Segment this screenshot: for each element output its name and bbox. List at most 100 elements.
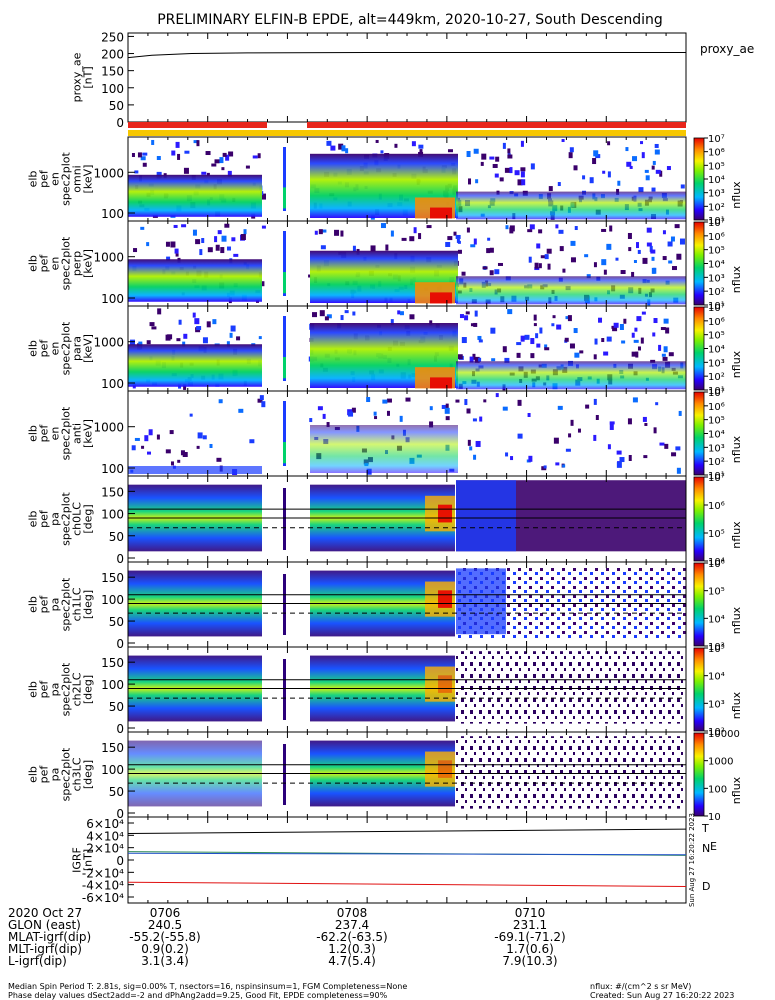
y-tick-label: 150 — [101, 571, 124, 585]
data-pixel — [214, 236, 218, 243]
data-gap — [266, 221, 281, 306]
data-pixel — [445, 403, 449, 410]
row-value: -69.1(-71.2) — [494, 930, 566, 944]
data-pixel — [640, 337, 644, 344]
data-pixel — [193, 140, 199, 144]
data-pixel — [645, 175, 650, 181]
flux-hotspot — [425, 751, 455, 787]
colorbar — [693, 306, 705, 391]
data-pixel — [146, 242, 150, 247]
data-pixel — [602, 170, 606, 174]
y-axis-label: para — [71, 336, 84, 361]
colorbar-label: nflux — [730, 435, 743, 463]
data-pixel — [472, 353, 476, 360]
time-label: 0710 — [514, 906, 546, 920]
y-axis-label: perp — [71, 251, 84, 276]
row-value: 0.9(0.2) — [141, 942, 189, 956]
mlat-row: MLAT-igrf(dip) -55.2(-55.8) -62.2(-63.5)… — [0, 930, 775, 944]
y-axis-label: spec2plot — [60, 321, 73, 375]
data-pixel — [326, 140, 332, 146]
data-pixel — [221, 235, 227, 242]
data-pixel — [625, 147, 629, 152]
data-pixel — [479, 416, 483, 422]
data-pixel — [637, 346, 641, 351]
data-pixel — [475, 440, 481, 447]
row-value: 4.7(5.4) — [328, 954, 376, 968]
row-label: MLT-igrf(dip) — [8, 942, 82, 956]
data-pixel — [429, 421, 434, 428]
data-pixel — [528, 455, 533, 462]
y-tick-label: 1000 — [93, 166, 124, 180]
data-pixel — [319, 310, 325, 317]
data-pixel — [466, 151, 471, 158]
data-pixel — [477, 335, 482, 340]
data-pixel — [653, 427, 657, 434]
colorbar-tick-label: 10³ — [708, 189, 725, 200]
data-pixel — [351, 407, 356, 413]
y-tick-label: 100 — [101, 462, 124, 476]
colorbar-tick-label: 10⁴ — [708, 345, 725, 356]
data-pixel — [352, 311, 356, 316]
data-pixel — [664, 443, 669, 449]
data-pixel — [609, 423, 614, 430]
data-pixel — [603, 351, 609, 356]
data-pixel — [593, 354, 597, 360]
data-pixel — [447, 236, 453, 241]
data-pixel — [570, 257, 576, 263]
data-pixel — [196, 326, 202, 331]
data-pixel — [216, 457, 222, 462]
data-pixel — [344, 310, 349, 314]
series-label: E — [710, 840, 717, 853]
data-pixel — [473, 454, 477, 460]
data-pixel — [466, 227, 470, 233]
data-gap — [289, 476, 307, 562]
row-value: 3.1(3.4) — [141, 954, 189, 968]
data-pixel — [229, 332, 233, 338]
data-pixel — [370, 245, 376, 252]
data-pixel — [502, 142, 506, 149]
data-pixel — [628, 454, 632, 461]
flux-hotspot — [438, 590, 452, 608]
y-axis-label: pef — [38, 680, 51, 699]
data-pixel — [489, 270, 494, 276]
footer-created: Created: Sun Aug 27 16:20:22 2023 — [590, 991, 735, 1000]
y-tick-label: 0 — [116, 116, 124, 130]
data-pixel — [660, 327, 666, 331]
lshell-row: L-igrf(dip) 3.1(3.4) 4.7(5.4) 7.9(10.3) — [0, 954, 775, 968]
data-pixel — [607, 444, 611, 450]
data-pixel — [197, 432, 203, 439]
data-pixel — [667, 241, 673, 247]
colorbar-tick-label: 10⁵ — [708, 331, 725, 342]
data-pixel — [654, 149, 660, 155]
data-pixel — [544, 347, 550, 351]
colorbar-tick-label: 10¹ — [708, 471, 725, 482]
data-pixel — [457, 354, 463, 360]
data-pixel — [480, 161, 484, 166]
data-pixel — [632, 156, 638, 162]
colorbar-label: nflux — [730, 606, 743, 634]
y-tick-label: 1000 — [93, 336, 124, 350]
row-label: GLON (east) — [8, 918, 81, 932]
data-pixel — [207, 247, 213, 253]
data-pixel — [257, 398, 263, 403]
data-pixel — [579, 350, 584, 354]
colorbar-tick-label: 10⁴ — [708, 557, 725, 568]
colorbar — [693, 647, 705, 732]
data-pixel — [606, 336, 612, 342]
data-pixel — [474, 310, 478, 317]
data-pixel — [601, 228, 607, 232]
data-pixel — [507, 148, 511, 154]
data-pixel — [555, 462, 560, 466]
data-gap — [289, 732, 307, 817]
y-axis-label: elb — [27, 511, 40, 528]
data-pixel — [552, 315, 556, 319]
data-pixel — [182, 341, 186, 347]
data-pixel — [651, 165, 655, 170]
data-pixel — [530, 163, 535, 170]
row-value: 240.5 — [147, 918, 183, 932]
data-pixel — [390, 230, 394, 237]
sparse-pixels — [456, 651, 686, 724]
data-pixel — [544, 254, 549, 260]
data-pixel — [631, 351, 636, 357]
